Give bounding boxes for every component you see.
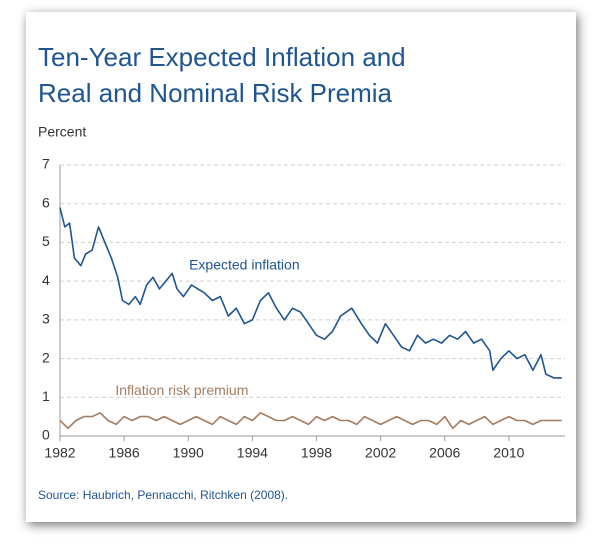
series-label: Inflation risk premium [115,382,248,398]
x-tick-label: 1998 [301,445,332,461]
x-tick-label: 1994 [237,445,268,461]
x-tick-label: 1982 [44,445,75,461]
x-tick-label: 1986 [109,445,140,461]
chart-title: Ten-Year Expected Inflation and [38,42,406,72]
y-tick-label: 5 [42,233,50,249]
series-label: Expected inflation [189,256,300,272]
series-line [59,412,562,430]
x-tick-label: 2010 [493,445,524,461]
chart-title: Real and Nominal Risk Premia [38,78,393,108]
y-tick-label: 0 [42,427,50,443]
source-note: Source: Haubrich, Pennacchi, Ritchken (2… [38,488,288,502]
y-tick-label: 2 [42,349,50,365]
y-axis-label: Percent [38,124,86,140]
x-tick-label: 1990 [173,445,204,461]
y-tick-label: 6 [42,194,50,210]
y-tick-label: 7 [42,156,50,172]
card [26,12,576,522]
x-tick-label: 2002 [365,445,396,461]
series-line [59,207,562,379]
y-tick-label: 3 [42,311,50,327]
y-tick-label: 1 [42,388,50,404]
x-tick-label: 2006 [429,445,460,461]
y-tick-label: 4 [42,272,50,288]
